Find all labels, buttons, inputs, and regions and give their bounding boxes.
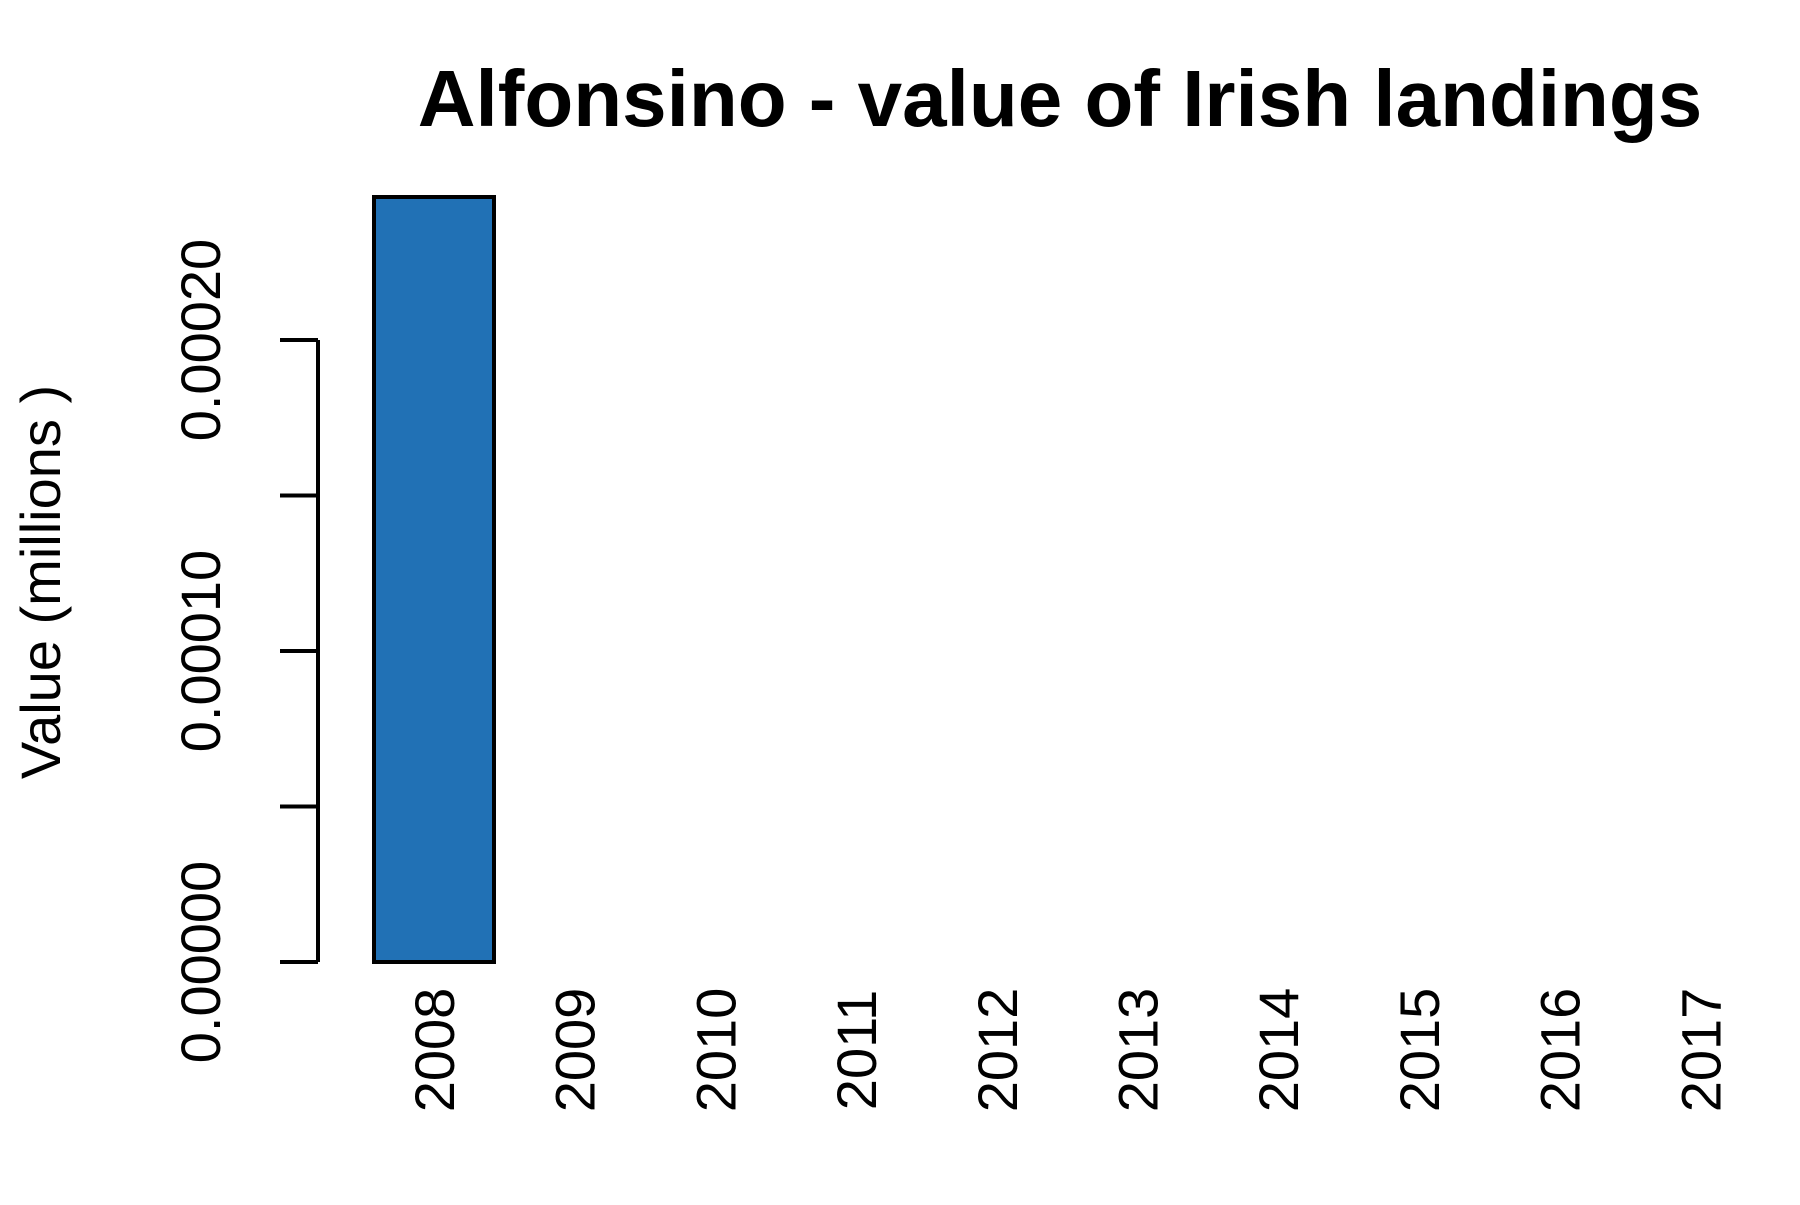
x-tick-label: 2009 — [544, 988, 607, 1113]
x-tick-label: 2010 — [684, 988, 747, 1113]
bars — [372, 195, 496, 964]
y-axis-label: Value (millions ) — [9, 385, 72, 779]
x-tick-label: 2012 — [966, 988, 1029, 1113]
x-axis-tick-labels: 2008 2009 2010 2011 2012 2013 2014 2015 2016 2017 — [403, 988, 1732, 1113]
y-tick-label: 0.00000 — [169, 861, 232, 1063]
bar-2008 — [372, 195, 496, 964]
chart-title: Alfonsino - value of Irish landings — [418, 54, 1703, 143]
x-tick-label: 2016 — [1529, 988, 1592, 1113]
x-tick-label: 2011 — [825, 990, 888, 1110]
y-tick-label: 0.00020 — [169, 239, 232, 441]
x-tick-label: 2013 — [1107, 988, 1170, 1113]
y-axis: 0.00000 0.00010 0.00020 — [169, 239, 320, 1063]
x-tick-label: 2008 — [403, 988, 466, 1113]
x-tick-label: 2017 — [1669, 988, 1732, 1113]
y-tick-label: 0.00010 — [169, 550, 232, 752]
x-tick-label: 2014 — [1247, 988, 1310, 1113]
x-tick-label: 2015 — [1388, 988, 1451, 1113]
